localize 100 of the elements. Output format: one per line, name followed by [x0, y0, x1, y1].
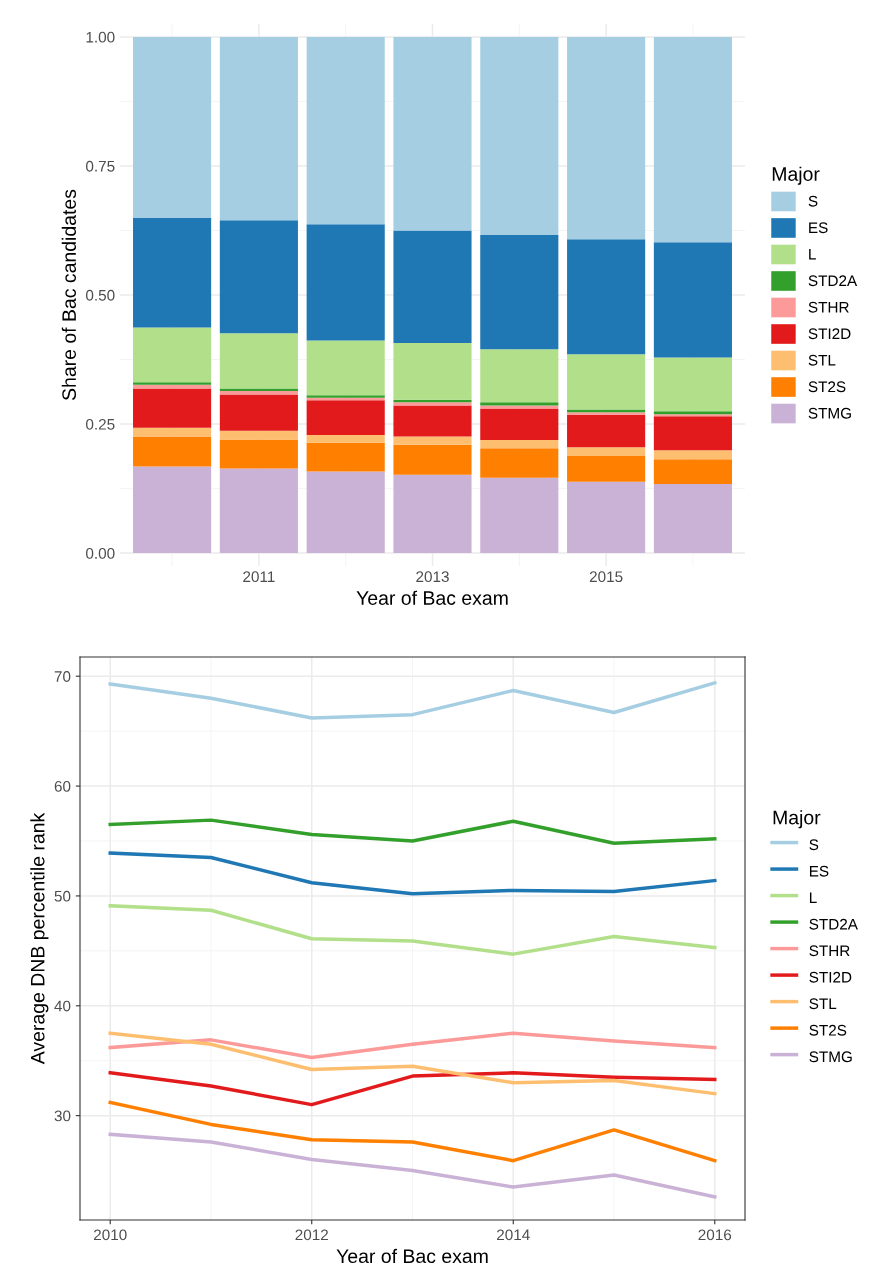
bar — [219, 468, 298, 554]
legend-label: ST2S — [808, 381, 846, 393]
bar — [567, 447, 646, 457]
bar — [306, 434, 385, 443]
line-series — [108, 1100, 717, 1163]
line-series — [108, 1071, 717, 1107]
bar — [567, 456, 646, 482]
x-tick-label: 2011 — [243, 571, 275, 583]
legend-title: Major — [773, 810, 821, 829]
legend-label: STI2D — [808, 328, 851, 340]
bar — [480, 349, 559, 403]
x-tick-label: 2013 — [416, 571, 449, 583]
y-tick-label: 60 — [54, 780, 71, 792]
bar — [567, 414, 646, 448]
bar — [219, 439, 298, 469]
y-tick-label: 0.75 — [86, 160, 115, 172]
line-series — [108, 681, 717, 720]
y-axis-title: Average DNB percentile rank — [30, 812, 49, 1065]
x-axis-title: Year of Bac exam — [336, 1248, 488, 1264]
bar — [393, 444, 472, 475]
bar — [567, 481, 646, 554]
bar — [393, 343, 472, 400]
bar — [219, 391, 298, 395]
bar — [653, 483, 732, 554]
legend-label: STHR — [809, 945, 850, 957]
bar — [393, 230, 472, 344]
bar — [219, 36, 298, 221]
bar — [653, 450, 732, 460]
bar — [133, 218, 212, 328]
x-tick-label: 2014 — [497, 1229, 530, 1241]
y-axis-title: Share of Bac candidates — [61, 189, 77, 401]
y-tick-label: 0.50 — [86, 289, 115, 301]
line-series — [108, 818, 717, 845]
bar — [219, 333, 298, 389]
line-series — [108, 904, 717, 956]
bar — [480, 440, 559, 449]
line-series — [108, 1031, 717, 1060]
bar — [480, 235, 559, 350]
legend-label: S — [809, 839, 819, 851]
y-tick-label: 50 — [54, 890, 71, 902]
bar — [567, 239, 646, 355]
bar — [567, 36, 646, 240]
bar — [480, 448, 559, 478]
y-tick-label: 0.25 — [86, 418, 115, 430]
bar — [393, 436, 472, 445]
bar — [480, 408, 559, 441]
bar — [653, 459, 732, 484]
bar — [393, 474, 472, 554]
legend-label: ES — [809, 222, 828, 234]
legend-label: STMG — [808, 407, 851, 419]
bar — [219, 394, 298, 431]
legend-label: STL — [808, 354, 836, 366]
legend-title: Major — [772, 166, 820, 185]
bar — [480, 36, 559, 236]
line-series — [108, 851, 717, 896]
bar — [393, 36, 472, 231]
x-tick-label: 2015 — [589, 571, 623, 583]
y-tick-label: 70 — [54, 671, 71, 682]
bar — [133, 388, 212, 428]
bar — [133, 36, 212, 219]
bar — [653, 357, 732, 412]
bar — [306, 442, 385, 472]
bar — [306, 36, 385, 225]
legend-label: STMG — [809, 1051, 852, 1063]
bar — [306, 340, 385, 396]
legend-label: STD2A — [809, 918, 858, 930]
bar — [653, 242, 732, 358]
legend-label: S — [808, 195, 818, 207]
bar — [653, 36, 732, 243]
bar — [567, 354, 646, 410]
y-tick-label: 40 — [54, 1000, 71, 1012]
x-tick-label: 2010 — [94, 1229, 127, 1241]
legend-label: L — [809, 892, 817, 903]
y-tick-label: 30 — [54, 1110, 71, 1122]
bar — [219, 430, 298, 440]
line-series — [108, 1132, 717, 1199]
legend-label: STI2D — [809, 971, 852, 983]
bar — [133, 327, 212, 383]
legend-label: ST2S — [809, 1024, 847, 1036]
bar — [306, 224, 385, 341]
line-series — [108, 1031, 717, 1096]
bar — [306, 400, 385, 435]
x-tick-label: 2012 — [295, 1229, 328, 1241]
legend-label: L — [809, 248, 816, 260]
legend-label: STHR — [808, 301, 849, 313]
bar — [133, 436, 212, 467]
x-tick-label: 2016 — [698, 1229, 732, 1241]
bar — [653, 416, 732, 451]
legend-label: STD2A — [808, 275, 858, 287]
bar — [133, 427, 212, 437]
bar — [219, 220, 298, 334]
y-tick-label: 1.00 — [86, 31, 115, 43]
legend-label: ES — [809, 865, 829, 877]
y-tick-label: 0.00 — [86, 547, 115, 559]
bar — [133, 466, 212, 554]
legend-label: STL — [809, 998, 837, 1010]
bar — [393, 405, 472, 437]
bar — [480, 477, 559, 554]
bar — [306, 471, 385, 554]
bar — [133, 382, 212, 385]
